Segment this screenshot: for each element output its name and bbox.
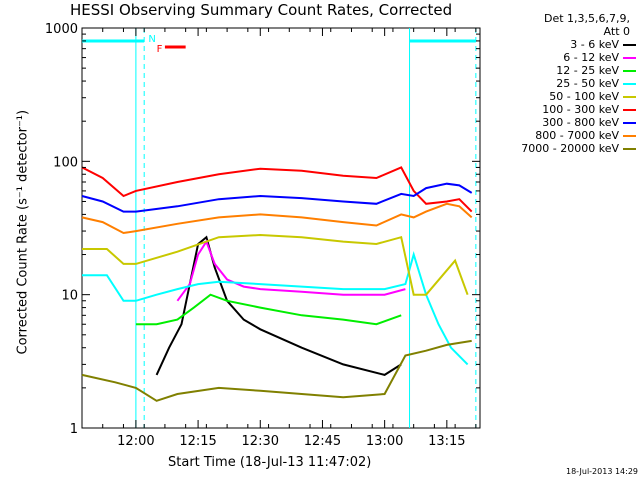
- legend-label: 25 - 50 keV: [556, 77, 619, 90]
- legend-label: 3 - 6 keV: [570, 38, 619, 51]
- x-tick-label-1: 12:15: [179, 434, 216, 449]
- series-line-6: [81, 182, 473, 213]
- legend-entry-3: 25 - 50 keV: [486, 77, 636, 90]
- y-axis-label-text: Corrected Count Rate (s⁻¹ detector⁻¹): [15, 109, 31, 355]
- legend-label: 6 - 12 keV: [563, 51, 619, 64]
- series-line-7: [81, 202, 473, 235]
- series-line-4: [82, 233, 469, 296]
- interval-label-n: N: [148, 34, 155, 45]
- footer-date: 18-Jul-2013 14:29: [566, 467, 639, 476]
- series-layer: [81, 166, 473, 402]
- legend-swatch: [623, 43, 636, 46]
- legend-entry-2: 12 - 25 keV: [486, 64, 636, 77]
- y-tick-label-1: 10: [61, 289, 78, 304]
- legend-entry-6: 300 - 800 keV: [486, 116, 636, 129]
- legend-entry-5: 100 - 300 keV: [486, 103, 636, 116]
- legend-label: 12 - 25 keV: [556, 64, 619, 77]
- legend-swatch: [623, 82, 636, 85]
- chart-title: HESSI Observing Summary Count Rates, Cor…: [70, 1, 453, 19]
- series-line-8: [81, 339, 472, 402]
- series-line-3: [82, 250, 469, 366]
- legend-entry-0: 3 - 6 keV: [486, 38, 636, 51]
- x-tick-label-5: 13:15: [428, 434, 465, 449]
- y-axis-label: Corrected Count Rate (s⁻¹ detector⁻¹): [16, 110, 31, 355]
- x-tick-label-4: 13:00: [366, 434, 403, 449]
- legend-header-line-1: Det 1,3,5,6,7,9,: [543, 12, 630, 25]
- legend-swatch: [623, 134, 636, 137]
- interval-label-f: F: [157, 44, 163, 55]
- legend-label: 50 - 100 keV: [549, 90, 619, 103]
- legend-label: 7000 - 20000 keV: [521, 142, 619, 155]
- legend-swatch: [623, 108, 636, 111]
- legend-header-line-2: Att 0: [603, 25, 630, 38]
- legend-swatch: [623, 69, 636, 72]
- legend-entry-4: 50 - 100 keV: [486, 90, 636, 103]
- legend: Det 1,3,5,6,7,9, Att 0 3 - 6 keV 6 - 12 k…: [486, 12, 636, 155]
- x-tick-label-0: 12:00: [117, 434, 154, 449]
- legend-entry-7: 800 - 7000 keV: [486, 129, 636, 142]
- legend-entry-1: 6 - 12 keV: [486, 51, 636, 64]
- series-line-0: [155, 235, 402, 376]
- legend-swatch: [623, 56, 636, 59]
- chart-frame-layer: [81, 27, 481, 429]
- x-axis-label: Start Time (18-Jul-13 11:47:02): [168, 455, 372, 470]
- legend-swatch: [623, 147, 636, 150]
- ticks-layer: 1 10 100 1000 12:00 12:15 12:30 12:45 13:00 13:15: [45, 22, 480, 449]
- series-line-2: [135, 293, 402, 326]
- legend-label: 300 - 800 keV: [542, 116, 619, 129]
- plot-frame: [81, 27, 481, 429]
- series-line-5: [81, 166, 473, 213]
- legend-swatch: [623, 121, 636, 124]
- y-tick-label-2: 100: [53, 155, 78, 170]
- legend-label: 800 - 7000 keV: [535, 129, 619, 142]
- y-tick-label-0: 1: [70, 422, 78, 437]
- x-tick-label-3: 12:45: [304, 434, 341, 449]
- legend-swatch: [623, 95, 636, 98]
- interval-layer: NF: [82, 28, 477, 428]
- series-line-1: [176, 239, 406, 302]
- x-tick-label-2: 12:30: [242, 434, 279, 449]
- legend-rows: 3 - 6 keV 6 - 12 keV 12 - 25 keV 25 - 50 ke…: [486, 38, 636, 155]
- y-tick-label-3: 1000: [45, 22, 78, 37]
- legend-label: 100 - 300 keV: [542, 103, 619, 116]
- legend-entry-8: 7000 - 20000 keV: [486, 142, 636, 155]
